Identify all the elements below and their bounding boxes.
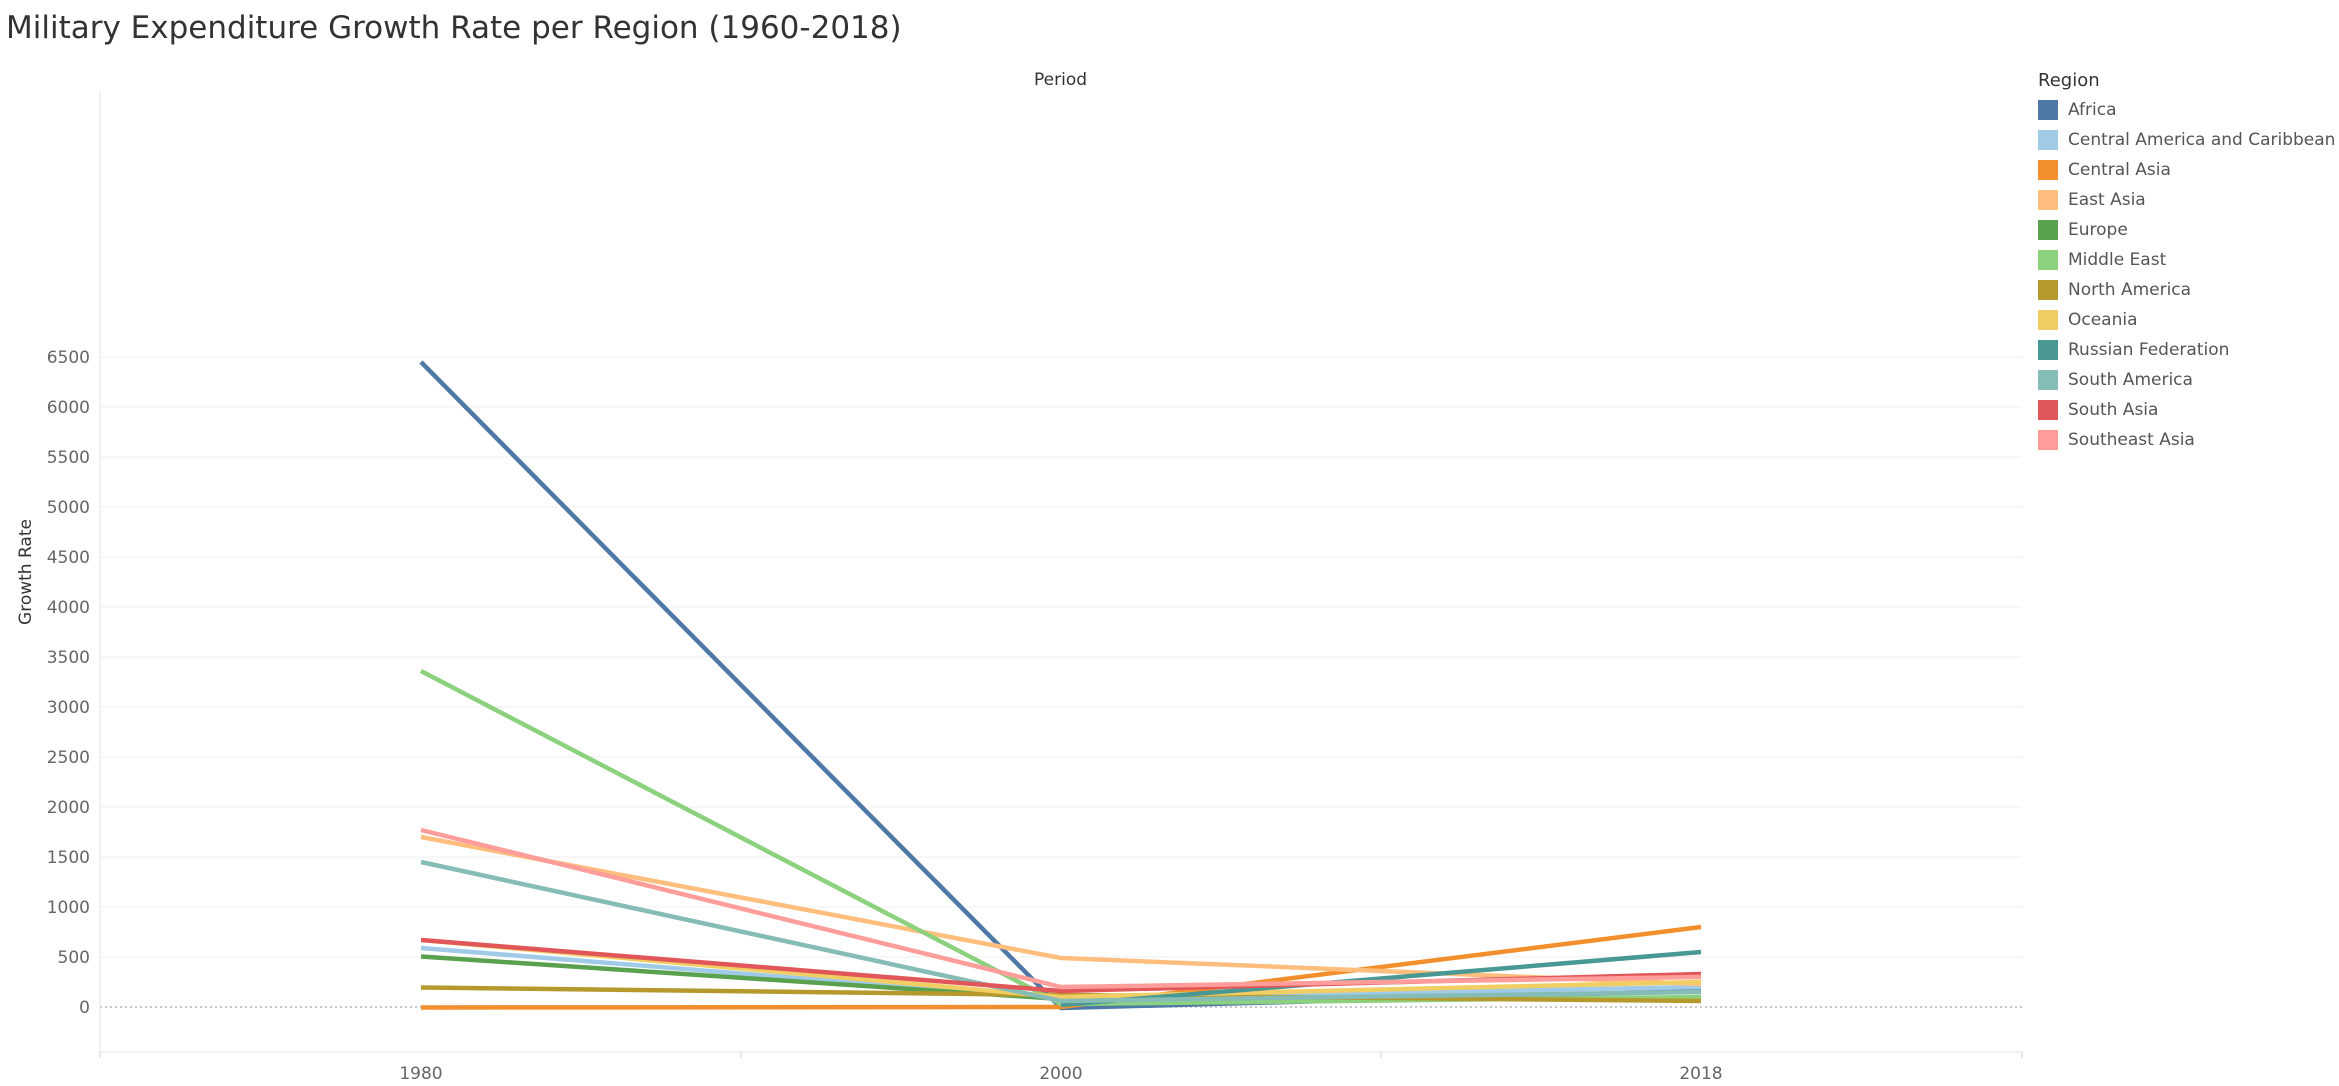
legend-label: Central America and Caribbean <box>2068 130 2336 150</box>
y-tick-label: 4500 <box>47 548 90 568</box>
y-tick-label: 500 <box>58 948 90 968</box>
legend: Region Africa Central America and Caribbe… <box>2038 70 2335 455</box>
y-tick-label: 0 <box>79 998 90 1018</box>
legend-swatch <box>2038 430 2058 450</box>
legend-swatch <box>2038 280 2058 300</box>
legend-item[interactable]: Central America and Caribbean <box>2038 125 2335 155</box>
chart-title: Military Expenditure Growth Rate per Reg… <box>6 10 902 46</box>
x-tick-label: 2018 <box>1679 1064 1722 1084</box>
legend-item[interactable]: Middle East <box>2038 245 2335 275</box>
series-line-southeast-asia <box>420 827 1702 990</box>
series-line-africa <box>419 360 1702 1011</box>
legend-swatch <box>2038 370 2058 390</box>
legend-item[interactable]: South Asia <box>2038 395 2335 425</box>
legend-label: Middle East <box>2068 250 2167 270</box>
legend-items: Africa Central America and Caribbean Centr… <box>2038 95 2335 455</box>
legend-swatch <box>2038 100 2058 120</box>
y-tick-label: 6000 <box>47 398 90 418</box>
y-tick-label: 1500 <box>47 848 90 868</box>
legend-label: Central Asia <box>2068 160 2171 180</box>
series-line-central-asia <box>420 924 1702 1010</box>
legend-item[interactable]: North America <box>2038 275 2335 305</box>
legend-swatch <box>2038 400 2058 420</box>
legend-item[interactable]: Central Asia <box>2038 155 2335 185</box>
legend-label: Africa <box>2068 100 2117 120</box>
column-header: Period <box>1034 70 1088 90</box>
y-tick-label: 1000 <box>47 898 90 918</box>
legend-label: East Asia <box>2068 190 2146 210</box>
y-tick-label: 3500 <box>47 648 90 668</box>
series-line-east-asia <box>420 834 1702 987</box>
y-tick-label: 5500 <box>47 448 90 468</box>
legend-item[interactable]: Africa <box>2038 95 2335 125</box>
y-tick-label: 6500 <box>47 348 90 368</box>
legend-swatch <box>2038 160 2058 180</box>
y-tick-label: 3000 <box>47 698 90 718</box>
legend-label: Southeast Asia <box>2068 430 2195 450</box>
y-tick-label: 2500 <box>47 748 90 768</box>
legend-label: South America <box>2068 370 2193 390</box>
legend-swatch <box>2038 250 2058 270</box>
legend-swatch <box>2038 340 2058 360</box>
legend-title: Region <box>2038 70 2100 91</box>
y-tick-label: 4000 <box>47 598 90 618</box>
x-tick-label: 2000 <box>1039 1064 1082 1084</box>
legend-swatch <box>2038 130 2058 150</box>
legend-item[interactable]: Europe <box>2038 215 2335 245</box>
legend-label: Europe <box>2068 220 2128 240</box>
legend-label: South Asia <box>2068 400 2159 420</box>
y-tick-label: 2000 <box>47 798 90 818</box>
legend-swatch <box>2038 310 2058 330</box>
legend-item[interactable]: Russian Federation <box>2038 335 2335 365</box>
legend-item[interactable]: Oceania <box>2038 305 2335 335</box>
legend-item[interactable]: East Asia <box>2038 185 2335 215</box>
tick-labels: 0 500 1000 1500 2000 2500 3000 3500 4000 4500 5000… <box>47 348 1723 1084</box>
y-tick-label: 5000 <box>47 498 90 518</box>
gridlines <box>100 356 2022 958</box>
legend-label: Russian Federation <box>2068 340 2230 360</box>
legend-label: Oceania <box>2068 310 2138 330</box>
legend-item[interactable]: South America <box>2038 365 2335 395</box>
legend-item[interactable]: Southeast Asia <box>2038 425 2335 455</box>
legend-swatch <box>2038 220 2058 240</box>
legend-swatch <box>2038 190 2058 210</box>
x-tick-label: 1980 <box>399 1064 442 1084</box>
series-line-russian-federation <box>1060 949 1702 1008</box>
series-lines <box>419 360 1702 1011</box>
legend-label: North America <box>2068 280 2192 300</box>
series-line-south-america <box>420 859 1702 1004</box>
axes <box>99 90 2023 1058</box>
